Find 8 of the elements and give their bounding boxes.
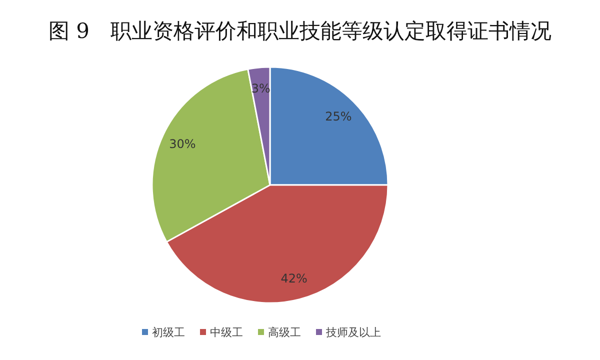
data-label: 25% xyxy=(325,110,352,124)
legend-label: 初级工 xyxy=(152,326,185,339)
data-label: 42% xyxy=(280,272,308,286)
legend-label: 中级工 xyxy=(210,326,243,339)
data-label: 30% xyxy=(169,136,196,151)
legend-label: 技师及以上 xyxy=(325,326,381,339)
legend-label: 高级工 xyxy=(268,326,301,339)
chart-title: 图 9 职业资格评价和职业技能等级认定取得证书情况 xyxy=(48,19,552,43)
